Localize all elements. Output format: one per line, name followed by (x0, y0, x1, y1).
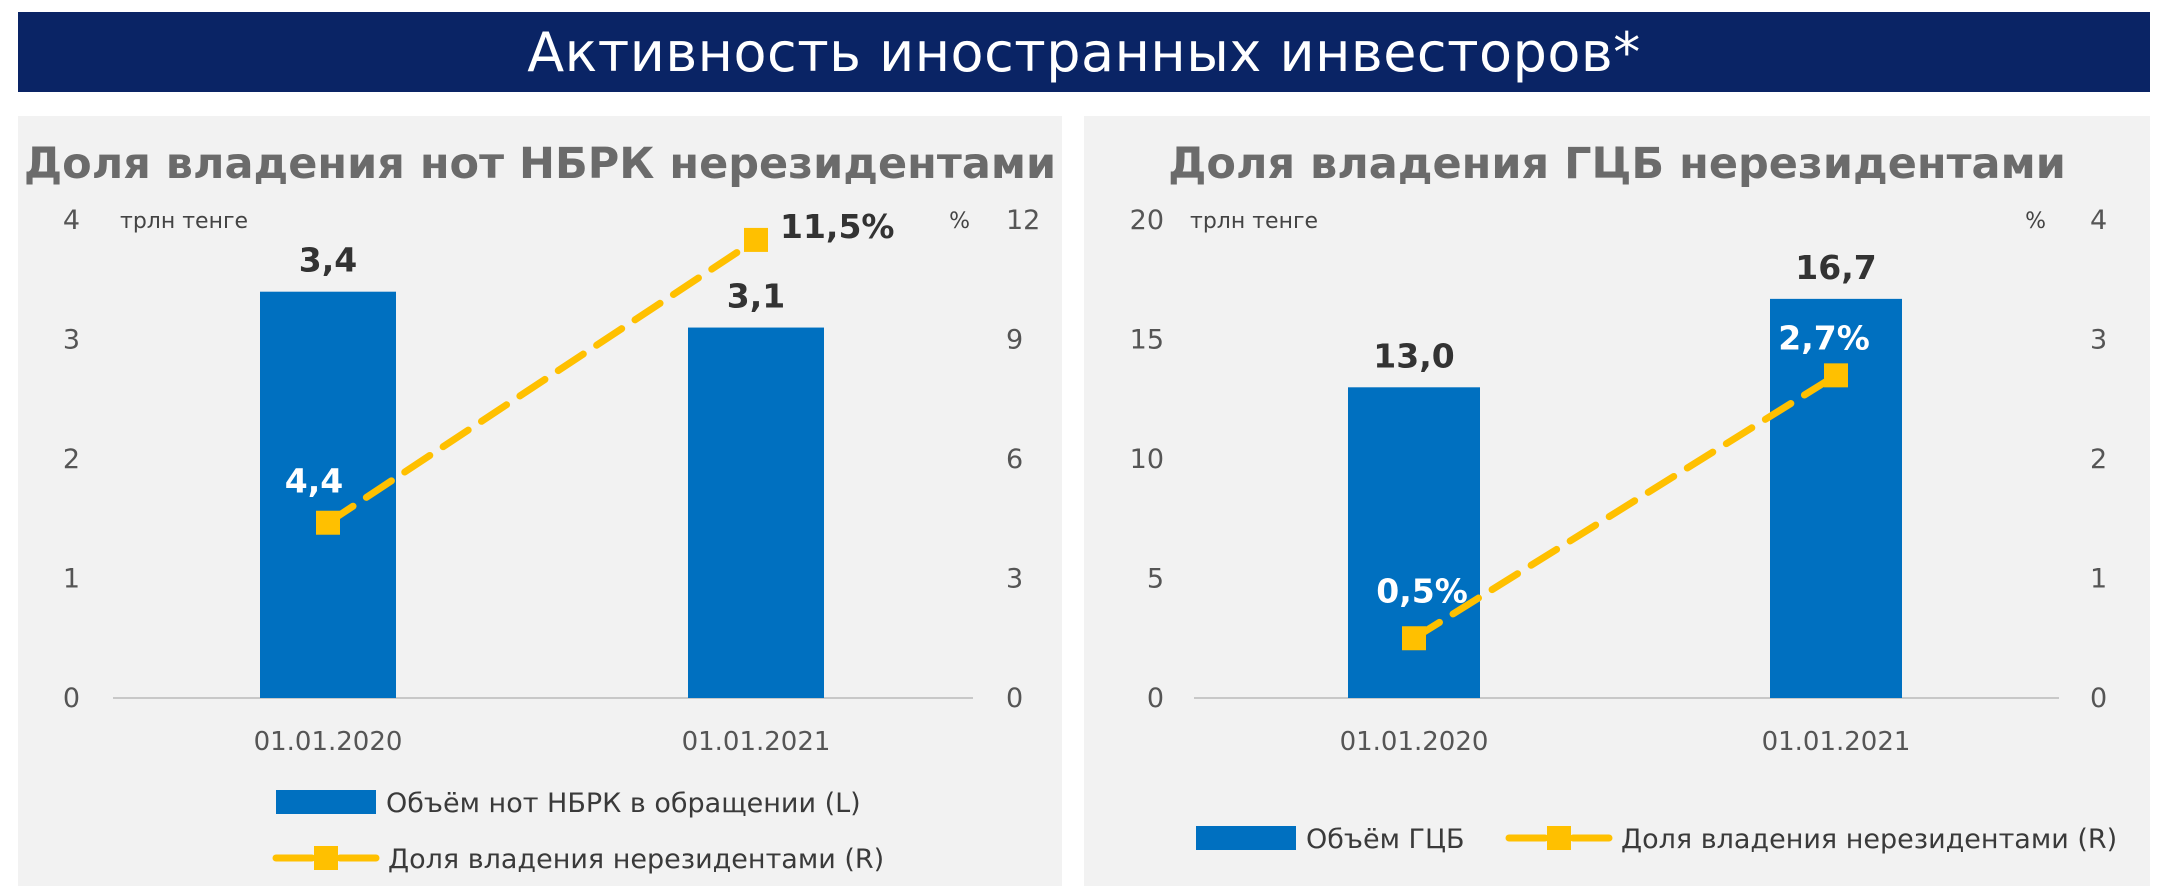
line-marker (1824, 363, 1848, 388)
bar (1770, 298, 1902, 698)
page-title: Активность иностранных инвесторов* (527, 20, 1641, 84)
chart-nbrk-notes: Доля владения нот НБРК нерезидентами0123… (24, 139, 1056, 875)
y-left-unit-label: трлн тенге (1190, 209, 1318, 234)
line-value-label: 2,7% (1778, 318, 1870, 357)
series-line (324, 236, 760, 527)
bar (1348, 387, 1480, 698)
y-left-tick-label: 2 (63, 444, 80, 475)
chart-title: Доля владения ГЦБ нерезидентами (1168, 139, 2066, 189)
chart-gcb: Доля владения ГЦБ нерезидентами051015200… (1130, 139, 2118, 855)
y-left-tick-label: 10 (1130, 444, 1164, 475)
y-right-tick-label: 0 (2090, 683, 2107, 714)
bar-value-label: 3,1 (727, 277, 785, 316)
y-left-tick-label: 20 (1130, 205, 1164, 236)
y-left-tick-label: 4 (63, 205, 80, 236)
legend-bar-label: Объём нот НБРК в обращении (L) (386, 788, 861, 819)
line-marker (316, 510, 340, 535)
page-title-banner: Активность иностранных инвесторов* (18, 12, 2150, 92)
series-line (1410, 371, 1840, 642)
line-marker (744, 227, 768, 252)
line-value-label: 0,5% (1376, 571, 1468, 610)
line-marker (1402, 626, 1426, 651)
bar-value-label: 13,0 (1373, 336, 1454, 375)
y-left-tick-label: 0 (63, 683, 80, 714)
y-left-tick-label: 0 (1147, 683, 1164, 714)
line-value-label: 11,5% (780, 207, 895, 246)
bar-value-label: 3,4 (299, 241, 357, 280)
y-left-tick-label: 3 (63, 325, 80, 356)
legend-line-marker (314, 846, 338, 870)
y-right-tick-label: 1 (2090, 564, 2107, 595)
y-right-unit-label: % (2025, 209, 2046, 234)
legend-line-label: Доля владения нерезидентами (R) (1621, 824, 2117, 855)
bar (688, 327, 824, 698)
y-right-tick-label: 3 (2090, 325, 2107, 356)
chart-panel-gcb: Доля владения ГЦБ нерезидентами 0 5 10 15 20 0… (1084, 116, 2150, 886)
y-right-tick-label: 6 (1006, 444, 1023, 475)
x-category-label: 01.01.2020 (254, 727, 403, 757)
y-right-tick-label: 4 (2090, 205, 2107, 236)
y-right-tick-label: 9 (1006, 325, 1023, 356)
y-right-tick-label: 2 (2090, 444, 2107, 475)
y-right-unit-label: % (949, 209, 970, 234)
bar-value-label: 16,7 (1795, 248, 1876, 287)
legend-line-label: Доля владения нерезидентами (R) (388, 844, 884, 875)
y-right-tick-label: 12 (1006, 205, 1040, 236)
y-left-tick-label: 15 (1130, 325, 1164, 356)
y-right-tick-label: 0 (1006, 683, 1023, 714)
y-left-tick-label: 1 (63, 564, 80, 595)
y-right-tick-label: 3 (1006, 564, 1023, 595)
legend-bar-label: Объём ГЦБ (1306, 824, 1465, 855)
x-category-label: 01.01.2021 (682, 727, 831, 757)
x-category-label: 01.01.2021 (1762, 727, 1911, 757)
line-value-label: 4,4 (285, 462, 343, 501)
y-left-tick-label: 5 (1147, 564, 1164, 595)
chart-panel-nbrk-notes: Доля владения нот НБРК нерезидентами 0 1 2 3… (18, 116, 1062, 886)
legend-bar-swatch (276, 790, 376, 814)
chart-title: Доля владения нот НБРК нерезидентами (24, 139, 1056, 189)
legend-line-marker (1547, 826, 1571, 850)
legend-bar-swatch (1196, 826, 1296, 850)
x-category-label: 01.01.2020 (1340, 727, 1489, 757)
y-left-unit-label: трлн тенге (120, 209, 248, 234)
